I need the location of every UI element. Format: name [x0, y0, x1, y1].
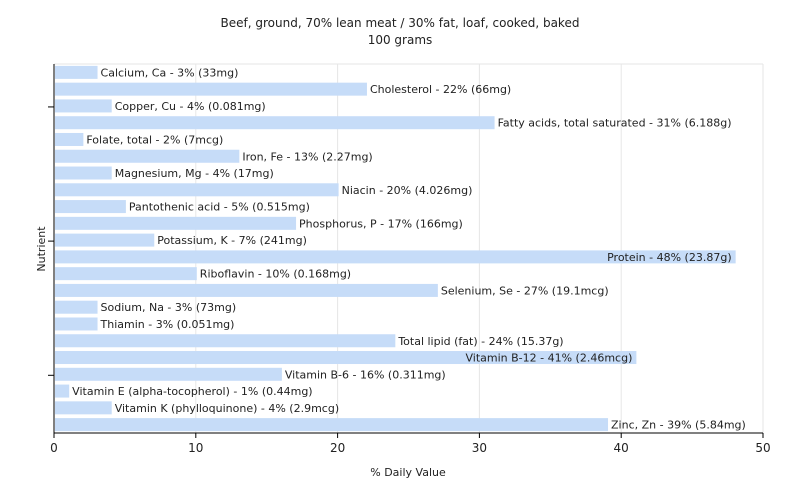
bar — [55, 116, 495, 130]
chart-title: Beef, ground, 70% lean meat / 30% fat, l… — [221, 16, 580, 30]
x-tick-label: 10 — [188, 441, 203, 455]
bar-label: Calcium, Ca - 3% (33mg) — [101, 66, 239, 79]
x-axis-title: % Daily Value — [370, 466, 446, 479]
bars: Calcium, Ca - 3% (33mg) Cholesterol - 22%… — [55, 65, 746, 432]
chart-subtitle: 100 grams — [368, 33, 433, 47]
axes: 0 10 20 30 40 50 — [48, 64, 771, 455]
bar — [55, 334, 396, 348]
x-tick-label: 0 — [50, 441, 58, 455]
bar — [55, 99, 112, 113]
bar — [55, 82, 367, 96]
bar-label: Folate, total - 2% (7mcg) — [86, 133, 223, 146]
bar-label: Vitamin B-6 - 16% (0.311mg) — [285, 368, 446, 381]
bar — [55, 267, 197, 281]
bar-label: Vitamin E (alpha-tocopherol) - 1% (0.44m… — [72, 385, 312, 398]
bar-label: Cholesterol - 22% (66mg) — [370, 83, 511, 96]
x-tick-label: 40 — [614, 441, 629, 455]
bar — [55, 317, 98, 331]
bar-label: Pantothenic acid - 5% (0.515mg) — [129, 201, 310, 214]
bar-label: Protein - 48% (23.87g) — [607, 251, 732, 264]
bar — [55, 418, 609, 432]
bar-label: Riboflavin - 10% (0.168mg) — [200, 268, 351, 281]
bar — [55, 149, 240, 163]
bar — [55, 233, 155, 247]
bar — [55, 384, 70, 398]
bar — [55, 183, 339, 197]
x-tick-label: 50 — [755, 441, 770, 455]
bar-label: Total lipid (fat) - 24% (15.37g) — [397, 335, 563, 348]
x-tick-label: 30 — [472, 441, 487, 455]
y-axis-title: Nutrient — [35, 226, 48, 272]
bar-label: Sodium, Na - 3% (73mg) — [101, 301, 237, 314]
bar-label: Vitamin K (phylloquinone) - 4% (2.9mcg) — [115, 402, 339, 415]
bar-label: Zinc, Zn - 39% (5.84mg) — [611, 419, 746, 432]
bar-label: Magnesium, Mg - 4% (17mg) — [115, 167, 274, 180]
bar — [55, 166, 112, 180]
bar-label: Potassium, K - 7% (241mg) — [157, 234, 307, 247]
bar — [55, 250, 736, 264]
bar — [55, 200, 126, 214]
bar-label: Iron, Fe - 13% (2.27mg) — [242, 150, 372, 163]
bar — [55, 300, 98, 314]
bar-label: Copper, Cu - 4% (0.081mg) — [115, 100, 266, 113]
bar — [55, 401, 112, 415]
bar — [55, 367, 282, 381]
bar-label: Selenium, Se - 27% (19.1mcg) — [441, 284, 609, 297]
bar — [55, 283, 438, 297]
x-tick-label: 20 — [330, 441, 345, 455]
bar-label: Thiamin - 3% (0.051mg) — [100, 318, 235, 331]
bar-label: Fatty acids, total saturated - 31% (6.18… — [498, 117, 732, 130]
bar — [55, 65, 98, 79]
bar — [55, 216, 297, 230]
bar — [55, 351, 637, 365]
bar-label: Vitamin B-12 - 41% (2.46mcg) — [466, 352, 633, 365]
bar — [55, 132, 84, 146]
bar-label: Phosphorus, P - 17% (166mg) — [299, 217, 463, 230]
bar-label: Niacin - 20% (4.026mg) — [342, 184, 473, 197]
